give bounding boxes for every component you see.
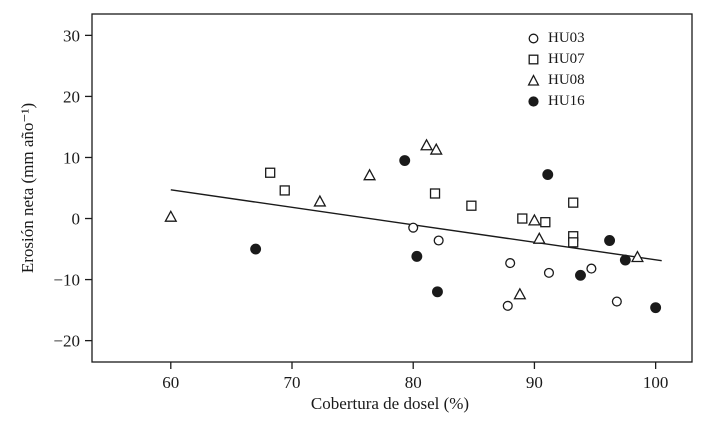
data-point-hu03 [543, 267, 555, 278]
data-point-hu16 [542, 169, 554, 181]
x-tick-label: 90 [526, 373, 543, 392]
data-point-hu08 [164, 209, 178, 222]
data-point-hu03 [505, 258, 516, 269]
legend-label: HU07 [548, 51, 585, 67]
data-point-hu08 [513, 287, 527, 300]
data-point-hu16 [411, 250, 423, 262]
data-point-hu16 [399, 155, 411, 166]
x-tick-label: 80 [405, 373, 422, 392]
data-point-hu03 [586, 263, 597, 274]
legend: HU03 HU07 HU08 HU16 [527, 29, 585, 111]
y-tick-label: 0 [72, 210, 81, 229]
legend-label: HU08 [548, 72, 585, 88]
data-point-hu08 [429, 142, 443, 155]
data-point-hu03 [408, 222, 419, 233]
data-point-hu03 [433, 235, 444, 246]
data-point-hu16 [619, 254, 631, 266]
y-tick-label: 10 [63, 148, 80, 167]
data-point-hu07 [265, 167, 276, 178]
data-point-hu08 [363, 168, 377, 181]
data-point-hu16 [432, 286, 443, 298]
data-point-hu08 [313, 194, 327, 207]
data-point-hu07 [429, 188, 441, 199]
data-point-hu07 [517, 213, 528, 224]
circle-filled-icon [527, 95, 540, 108]
x-tick-label: 70 [284, 373, 301, 392]
circle-open-icon [527, 32, 540, 45]
data-point-hu08 [420, 138, 434, 151]
data-point-hu08 [532, 231, 546, 244]
data-point-hu07 [466, 200, 477, 211]
triangle-open-icon [527, 74, 540, 87]
data-point-hu03 [502, 300, 513, 311]
data-point-hu08 [630, 250, 644, 263]
data-point-hu07 [279, 185, 290, 196]
x-tick-label: 100 [643, 373, 669, 392]
y-tick-label: 30 [63, 26, 80, 45]
y-tick-label: −20 [53, 332, 80, 351]
data-point-hu03 [611, 296, 622, 307]
x-tick-label: 60 [162, 373, 179, 392]
data-point-hu16 [250, 243, 262, 255]
plot-frame [91, 13, 693, 363]
data-point-hu08 [527, 213, 541, 226]
data-point-hu16 [604, 235, 616, 246]
legend-item-hu07: HU07 [527, 50, 585, 69]
data-point-hu16 [650, 302, 662, 314]
legend-item-hu08: HU08 [527, 71, 585, 90]
legend-item-hu03: HU03 [527, 29, 585, 48]
data-point-hu16 [575, 269, 586, 281]
legend-label: HU16 [548, 93, 585, 109]
data-point-hu07 [568, 197, 579, 208]
y-axis-label: Erosión neta (mm año⁻¹) [18, 102, 37, 274]
y-tick-label: −10 [53, 271, 80, 290]
x-axis-label: Cobertura de dosel (%) [310, 394, 470, 413]
legend-item-hu16: HU16 [527, 92, 585, 111]
legend-label: HU03 [548, 30, 585, 46]
square-open-icon [527, 53, 540, 66]
data-point-hu07 [540, 217, 551, 228]
y-tick-label: 20 [63, 87, 80, 106]
data-point-hu07 [568, 237, 579, 248]
